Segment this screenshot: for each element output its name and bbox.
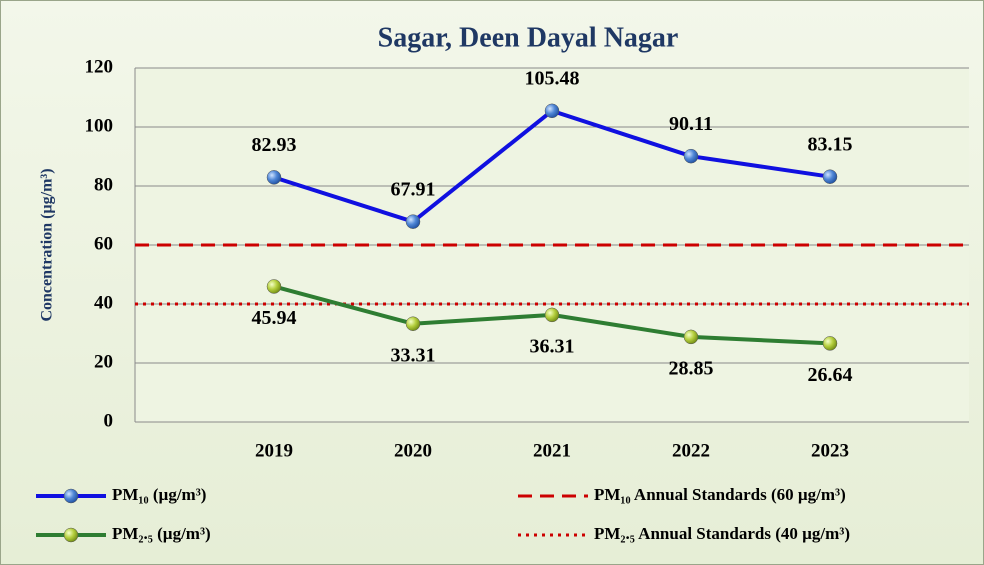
legend-label: PM₁₀ (µg/m³) <box>112 485 206 504</box>
data-label: 28.85 <box>669 357 714 379</box>
y-tick-label: 80 <box>94 174 113 195</box>
x-tick-label: 2022 <box>672 440 710 461</box>
data-label: 105.48 <box>525 67 580 89</box>
data-label: 83.15 <box>808 133 853 155</box>
y-tick-label: 120 <box>85 56 114 77</box>
data-label: 90.11 <box>669 113 713 135</box>
legend-label: PM₂.₅ Annual Standards (40 µg/m³) <box>594 524 850 543</box>
data-point <box>405 214 421 229</box>
data-label: 26.64 <box>808 364 853 386</box>
x-tick-label: 2019 <box>255 440 293 461</box>
legend-marker <box>63 488 79 504</box>
data-point <box>405 316 421 331</box>
legend-label: PM₂.₅ (µg/m³) <box>112 524 211 543</box>
data-label: 67.91 <box>391 178 436 200</box>
data-point <box>683 148 699 164</box>
data-point <box>266 279 282 294</box>
x-tick-label: 2020 <box>394 440 432 461</box>
y-axis-label: Concentration (µg/m³) <box>39 168 56 321</box>
data-label: 45.94 <box>252 307 297 329</box>
data-label: 33.31 <box>391 344 436 366</box>
y-tick-label: 20 <box>94 351 113 372</box>
y-tick-label: 0 <box>104 410 114 431</box>
x-tick-label: 2021 <box>533 440 571 461</box>
y-tick-label: 60 <box>94 233 113 254</box>
legend-label: PM₁₀ Annual Standards (60 µg/m³) <box>594 485 846 504</box>
data-point <box>822 169 838 184</box>
chart-title: Sagar, Deen Dayal Nagar <box>378 22 679 53</box>
data-point <box>544 307 560 323</box>
data-point <box>822 336 838 351</box>
y-tick-label: 40 <box>94 292 113 313</box>
data-point <box>683 329 699 345</box>
y-tick-label: 100 <box>85 115 114 136</box>
legend-marker <box>63 527 79 543</box>
data-label: 36.31 <box>530 335 575 357</box>
data-point <box>544 103 560 119</box>
x-tick-label: 2023 <box>811 440 849 461</box>
data-point <box>266 170 282 185</box>
data-label: 82.93 <box>252 134 297 156</box>
